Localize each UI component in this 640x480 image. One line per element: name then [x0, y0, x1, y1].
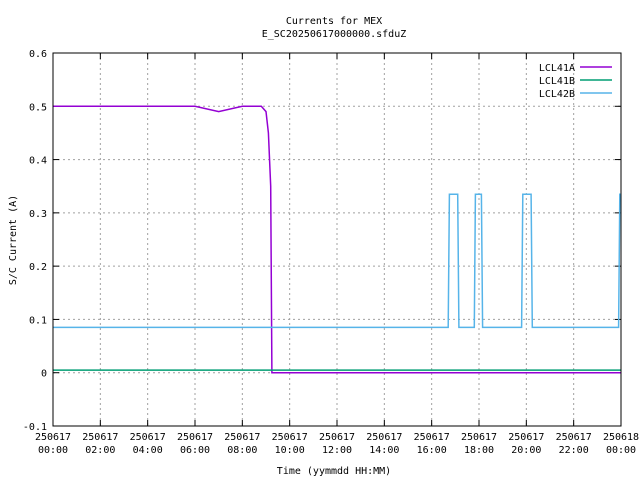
- x-tick-date: 250617: [82, 432, 118, 443]
- legend-label: LCL41B: [539, 76, 575, 87]
- x-tick-date: 250617: [461, 432, 497, 443]
- y-tick-label: 0.5: [29, 102, 47, 113]
- x-tick-time: 20:00: [511, 445, 541, 456]
- legend: LCL41A LCL41B LCL42B: [539, 63, 612, 100]
- x-tick-date: 250617: [414, 432, 450, 443]
- chart-subtitle: E_SC20250617000000.sfduZ: [262, 29, 407, 40]
- x-tick-time: 08:00: [227, 445, 257, 456]
- x-tick-date: 250617: [272, 432, 308, 443]
- x-tick-date: 250617: [319, 432, 355, 443]
- y-tick-label: -0.1: [23, 422, 47, 433]
- series-line-lcl41a: [53, 105, 621, 374]
- chart-title: Currents for MEX: [286, 16, 382, 27]
- x-tick-date: 250617: [224, 432, 260, 443]
- x-tick-date: 250618: [603, 432, 639, 443]
- x-tick-date: 250617: [366, 432, 402, 443]
- y-tick-label: 0.2: [29, 262, 47, 273]
- x-tick-time: 06:00: [180, 445, 210, 456]
- x-tick-time: 10:00: [275, 445, 305, 456]
- legend-label: LCL41A: [539, 63, 575, 74]
- plot-border: [52, 52, 622, 427]
- x-tick-date: 250617: [35, 432, 71, 443]
- x-tick-date: 250617: [130, 432, 166, 443]
- x-tick-labels: 250617 00:00 250617 02:00 250617 04:00 250617 0…: [35, 432, 639, 456]
- x-tick-date: 250617: [556, 432, 592, 443]
- x-tick-time: 22:00: [559, 445, 589, 456]
- x-tick-date: 250617: [508, 432, 544, 443]
- x-tick-time: 02:00: [85, 445, 115, 456]
- y-tick-label: 0.3: [29, 209, 47, 220]
- series-group: [53, 105, 621, 374]
- x-axis-label: Time (yymmdd HH:MM): [277, 466, 391, 477]
- x-tick-time: 04:00: [133, 445, 163, 456]
- y-tick-label: 0.6: [29, 49, 47, 60]
- x-tick-time: 00:00: [606, 445, 636, 456]
- x-tick-time: 14:00: [369, 445, 399, 456]
- x-tick-time: 00:00: [38, 445, 68, 456]
- series-line-lcl42b: [53, 193, 621, 329]
- y-tick-label: 0.1: [29, 315, 47, 326]
- x-tick-date: 250617: [177, 432, 213, 443]
- y-tick-label: 0.4: [29, 156, 47, 167]
- x-tick-time: 12:00: [322, 445, 352, 456]
- x-tick-time: 18:00: [464, 445, 494, 456]
- y-tick-labels: -0.1 0 0.1 0.2 0.3 0.4 0.5 0.6: [23, 49, 47, 433]
- legend-label: LCL42B: [539, 89, 575, 100]
- y-tick-label: 0: [41, 369, 47, 380]
- y-axis-label: S/C Current (A): [8, 195, 19, 285]
- x-tick-time: 16:00: [417, 445, 447, 456]
